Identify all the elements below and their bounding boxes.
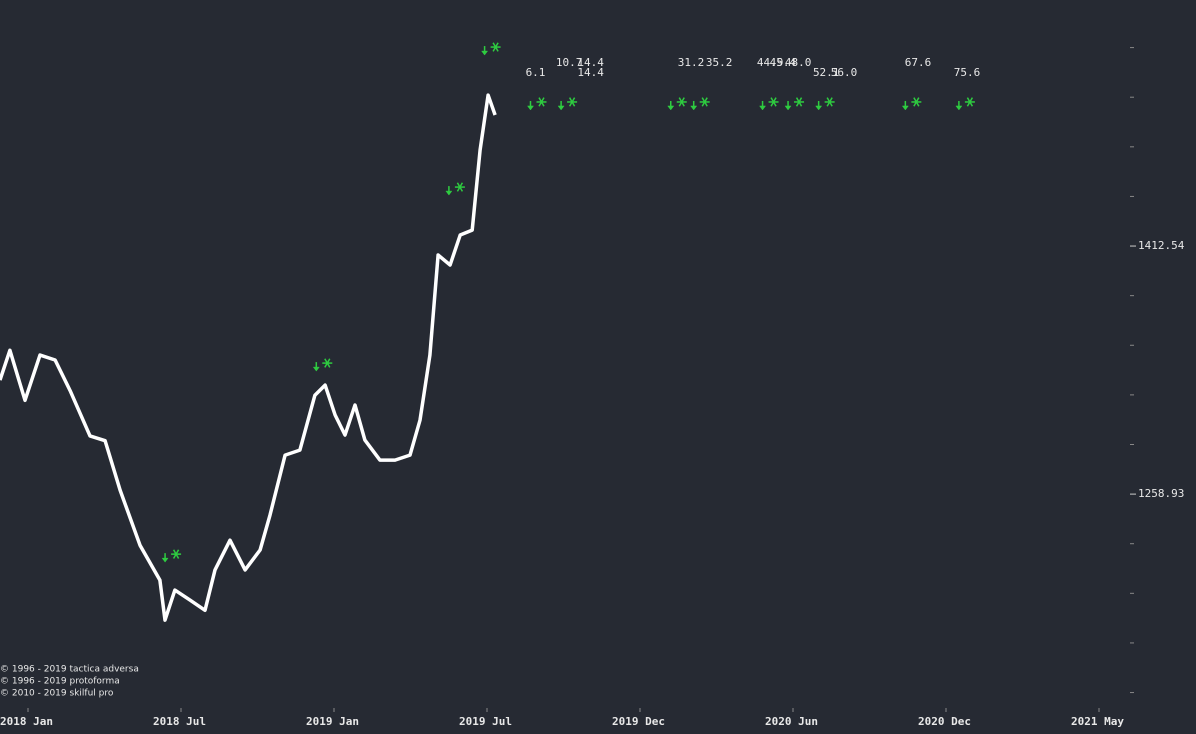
- signal-marker: [667, 97, 687, 111]
- marker-part: [966, 97, 974, 107]
- signal-marker: [955, 97, 975, 111]
- marker-part: [492, 42, 499, 52]
- price-line: [0, 93, 497, 622]
- marker-part: [770, 97, 777, 107]
- x-tick-label: 2018 Jul: [153, 715, 206, 728]
- marker-part: [913, 97, 920, 107]
- marker-part: [901, 105, 909, 111]
- marker-part: [690, 105, 698, 111]
- x-tick-label: 2021 May: [1071, 715, 1124, 728]
- copyright: © 1996 - 2019 protoforma: [0, 677, 120, 687]
- marker-part: [527, 105, 534, 111]
- annotation: 48.0: [785, 56, 812, 69]
- annotation: 67.6: [905, 56, 932, 69]
- signal-marker: [901, 97, 922, 111]
- marker-part: [312, 366, 320, 372]
- signal-marker: [759, 97, 779, 111]
- x-tick-label: 2019 Jul: [459, 715, 512, 728]
- annotation: 56.0: [831, 66, 858, 79]
- annotation: 6.1: [526, 66, 546, 79]
- y-tick-label: 1258.93: [1138, 487, 1184, 500]
- marker-part: [557, 105, 565, 111]
- marker-part: [784, 105, 792, 111]
- signal-marker: [445, 182, 465, 196]
- signal-marker: [481, 42, 501, 56]
- marker-part: [678, 97, 685, 107]
- annotation: 45.4: [770, 56, 797, 69]
- marker-part: [445, 190, 453, 196]
- marker-part: [955, 105, 963, 111]
- x-tick-label: 2020 Jun: [765, 715, 818, 728]
- annotation: 10.7: [556, 56, 583, 69]
- signal-marker: [784, 97, 805, 111]
- annotation: 52.1: [813, 66, 840, 79]
- y-tick-label: 1412.54: [1138, 239, 1185, 252]
- annotation: 14.4: [577, 66, 604, 79]
- marker-part: [172, 549, 180, 559]
- marker-part: [826, 97, 833, 107]
- x-tick-label: 2019 Jan: [306, 715, 359, 728]
- marker-part: [538, 97, 545, 107]
- annotation: 75.6: [954, 66, 981, 79]
- marker-part: [324, 358, 331, 368]
- copyright: © 2010 - 2019 skilful pro: [0, 689, 114, 699]
- annotation: 35.2: [706, 56, 733, 69]
- marker-part: [481, 50, 489, 56]
- signal-marker: [527, 97, 547, 111]
- signal-marker: [690, 97, 710, 111]
- x-tick-label: 2020 Dec: [918, 715, 971, 728]
- marker-part: [456, 182, 464, 192]
- marker-part: [568, 97, 576, 107]
- marker-part: [815, 105, 823, 111]
- signal-marker: [815, 97, 835, 111]
- x-tick-label: 2019 Dec: [612, 715, 665, 728]
- marker-part: [795, 97, 803, 107]
- annotation: 44.9: [757, 56, 784, 69]
- annotation: 31.2: [678, 56, 705, 69]
- signal-marker: [312, 358, 333, 372]
- signal-marker: [557, 97, 578, 111]
- marker-part: [701, 97, 708, 107]
- x-tick-label: 2018 Jan: [0, 715, 53, 728]
- signal-marker: [161, 549, 182, 563]
- marker-part: [161, 557, 169, 563]
- marker-part: [759, 105, 767, 111]
- annotation: 14.4: [577, 56, 604, 69]
- copyright: © 1996 - 2019 tactica adversa: [0, 665, 139, 675]
- marker-part: [667, 105, 675, 111]
